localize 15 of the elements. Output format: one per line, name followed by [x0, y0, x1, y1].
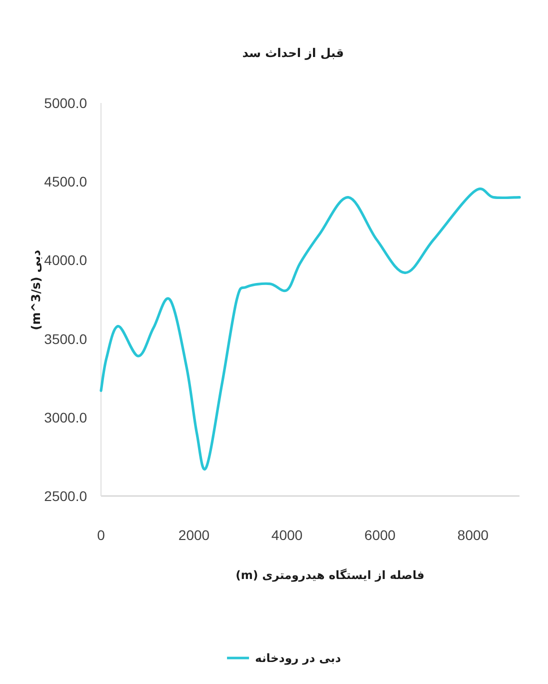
x-tick-label: 8000 — [457, 527, 489, 543]
x-tick-label: 4000 — [271, 527, 303, 543]
x-tick-label: 6000 — [364, 527, 396, 543]
y-tick-label: 4000.0 — [44, 252, 88, 268]
chart-title: قبل از احداث سد — [242, 46, 344, 60]
y-axis-title: دبی (m^3/s) — [29, 250, 43, 330]
y-tick-label: 5000.0 — [44, 95, 88, 111]
x-tick-label: 2000 — [178, 527, 210, 543]
x-tick-label: 0 — [97, 527, 106, 543]
y-tick-label: 3000.0 — [44, 409, 88, 426]
legend-label: دبی در رودخانه — [255, 651, 342, 665]
y-tick-label: 4500.0 — [44, 174, 88, 190]
y-tick-label: 2500.0 — [44, 488, 88, 504]
x-axis-title: فاصله از ایستگاه هیدرومتری (m) — [236, 568, 424, 582]
y-tick-label: 3500.0 — [44, 330, 88, 347]
